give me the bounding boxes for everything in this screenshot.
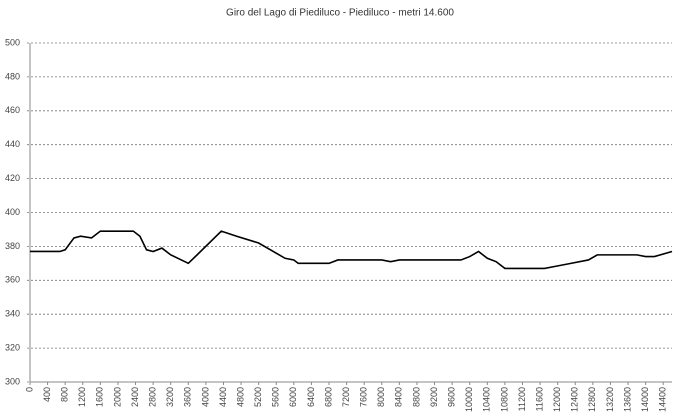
elevation-line — [30, 230, 673, 270]
x-tick-label: 6000 — [288, 387, 298, 407]
y-tick-label: 320 — [5, 342, 20, 352]
x-tick-label: 1600 — [95, 387, 105, 407]
y-tick-label: 340 — [5, 309, 20, 319]
x-tick-label: 12400 — [570, 387, 580, 412]
x-tick-label: 8800 — [411, 387, 421, 407]
x-tick-label: 4800 — [235, 387, 245, 407]
x-tick-label: 11200 — [517, 387, 527, 411]
x-tick-label: 10800 — [499, 387, 509, 412]
x-tick-label: 10400 — [482, 387, 492, 412]
x-tick-label: 8400 — [394, 387, 404, 407]
x-tick-label: 5600 — [271, 387, 281, 407]
x-tick-label: 2400 — [130, 387, 140, 407]
y-tick-label: 360 — [5, 275, 20, 285]
x-tick-label: 6400 — [306, 387, 316, 407]
x-tick-label: 12800 — [587, 387, 597, 412]
y-tick-label: 460 — [5, 105, 20, 115]
x-tick-label: 800 — [60, 387, 70, 402]
x-tick-label: 7600 — [359, 387, 369, 407]
x-tick-label: 11600 — [534, 387, 544, 411]
x-tick-label: 8000 — [376, 387, 386, 407]
x-tick-label: 10000 — [464, 387, 474, 412]
y-tick-label: 440 — [5, 139, 20, 149]
x-tick-label: 4000 — [200, 387, 210, 407]
x-tick-label: 4400 — [218, 387, 228, 407]
y-tick-label: 420 — [5, 173, 20, 183]
x-tick-label: 14000 — [640, 387, 650, 412]
y-tick-label: 400 — [5, 207, 20, 217]
x-tick-label: 2000 — [112, 387, 122, 407]
y-tick-label: 380 — [5, 241, 20, 251]
y-tick-label: 480 — [5, 71, 20, 81]
x-tick-label: 14400 — [658, 387, 668, 412]
x-tick-label: 400 — [42, 387, 52, 402]
x-tick-label: 7200 — [341, 387, 351, 407]
x-tick-label: 13600 — [622, 387, 632, 412]
x-tick-label: 3600 — [183, 387, 193, 407]
x-tick-label: 12000 — [552, 387, 562, 412]
y-tick-label: 500 — [5, 37, 20, 47]
x-tick-label: 1200 — [77, 387, 87, 407]
x-tick-label: 9200 — [429, 387, 439, 407]
x-tick-label: 6800 — [323, 387, 333, 407]
y-tick-label: 300 — [5, 376, 20, 386]
x-tick-label: 2800 — [147, 387, 157, 407]
x-tick-label: 0 — [24, 387, 34, 392]
chart-title: Giro del Lago di Piediluco - Piediluco -… — [226, 8, 454, 19]
x-tick-label: 13200 — [605, 387, 615, 412]
x-tick-label: 9600 — [447, 387, 457, 407]
x-tick-label: 3200 — [165, 387, 175, 407]
x-tick-label: 5200 — [253, 387, 263, 407]
